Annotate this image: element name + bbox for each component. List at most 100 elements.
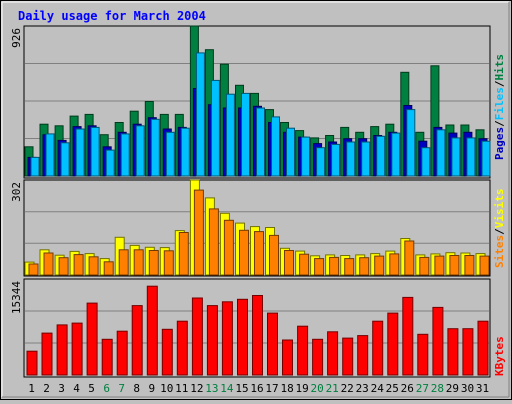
x-tick-label: 24 bbox=[371, 382, 385, 395]
files-bar bbox=[316, 147, 326, 177]
legend-visits-sites: Sites/Visits bbox=[493, 189, 506, 269]
ymax-label-kbytes: 15344 bbox=[10, 281, 23, 314]
sites-bar bbox=[269, 234, 279, 276]
x-tick-label: 13 bbox=[205, 382, 218, 395]
files-bar bbox=[331, 143, 341, 177]
x-tick-label: 15 bbox=[235, 382, 248, 395]
kbytes-bar bbox=[71, 322, 83, 376]
sites-bar bbox=[133, 249, 144, 276]
x-tick-label: 17 bbox=[265, 382, 278, 395]
x-tick-label: 12 bbox=[190, 382, 203, 395]
legend-separator: / bbox=[493, 228, 506, 235]
files-bar bbox=[105, 149, 115, 177]
sites-bar bbox=[299, 253, 310, 276]
legend-pages: Pages bbox=[493, 127, 506, 160]
sites-bar bbox=[479, 255, 490, 276]
sites-bar bbox=[389, 253, 400, 276]
kbytes-bar bbox=[267, 312, 278, 376]
files-bar bbox=[210, 79, 220, 177]
sites-bar bbox=[208, 208, 219, 276]
files-bar bbox=[180, 127, 190, 177]
kbytes-bar bbox=[161, 328, 173, 376]
x-tick-label: 11 bbox=[175, 382, 188, 395]
panel-visits-sites bbox=[23, 179, 491, 277]
files-bar bbox=[481, 140, 491, 177]
sites-bar bbox=[28, 263, 39, 276]
legend-separator: / bbox=[493, 120, 506, 127]
legend-separator: / bbox=[493, 80, 506, 87]
files-bar bbox=[90, 126, 100, 177]
kbytes-bar bbox=[477, 320, 489, 376]
sites-bar bbox=[314, 258, 325, 276]
legend-hits-files-pages: Pages/Files/Hits bbox=[493, 54, 506, 160]
kbytes-bar bbox=[206, 305, 218, 376]
kbytes-bar bbox=[312, 338, 324, 376]
sites-bar bbox=[148, 250, 159, 276]
kbytes-bar bbox=[101, 338, 113, 376]
panel-visits-bars bbox=[24, 179, 490, 276]
legend-kbytes: KBytes bbox=[493, 336, 506, 376]
kbytes-bar bbox=[402, 296, 414, 376]
x-tick-label: 14 bbox=[220, 382, 234, 395]
sites-bar bbox=[254, 231, 264, 276]
files-bar bbox=[60, 142, 70, 177]
sites-bar bbox=[419, 256, 430, 276]
kbytes-bar bbox=[86, 302, 98, 376]
legend-visits: Visits bbox=[493, 189, 506, 229]
legend-kbytes: KBytes bbox=[493, 336, 506, 376]
legend-files: Files bbox=[493, 87, 506, 120]
x-tick-label: 28 bbox=[431, 382, 444, 395]
x-tick-label: 8 bbox=[133, 382, 140, 395]
kbytes-bar bbox=[176, 320, 188, 376]
files-bar bbox=[135, 125, 145, 177]
x-tick-label: 16 bbox=[250, 382, 263, 395]
files-bar bbox=[466, 137, 476, 177]
kbytes-bar bbox=[342, 337, 354, 376]
x-tick-label: 29 bbox=[446, 382, 459, 395]
x-tick-label: 3 bbox=[58, 382, 65, 395]
panel-kbytes bbox=[23, 278, 491, 378]
x-tick-label: 5 bbox=[88, 382, 95, 395]
files-bar bbox=[241, 92, 250, 177]
x-axis-day-labels: 1 2 3 4 5 6 7 8 9 10 11 12 13 14 15 16 17 18 19 20 21 22 23 24 2… bbox=[28, 382, 489, 395]
sites-bar bbox=[449, 255, 460, 276]
files-bar bbox=[45, 133, 55, 177]
ymax-label-visits: 302 bbox=[10, 182, 23, 202]
files-bar bbox=[391, 132, 401, 177]
sites-bar bbox=[284, 250, 294, 276]
kbytes-bar bbox=[357, 335, 369, 376]
files-bar bbox=[436, 129, 446, 177]
sites-bar bbox=[118, 249, 129, 276]
legend-text: Sites/Visits bbox=[493, 189, 506, 269]
sites-bar bbox=[374, 255, 385, 276]
kbytes-bar bbox=[282, 339, 293, 376]
kbytes-bar bbox=[131, 305, 143, 376]
kbytes-bar bbox=[432, 306, 444, 376]
sites-bar bbox=[434, 255, 445, 276]
x-tick-label: 18 bbox=[280, 382, 293, 395]
sites-bar bbox=[88, 256, 99, 276]
sites-bar bbox=[223, 219, 234, 276]
sites-bar bbox=[239, 229, 249, 276]
kbytes-bar bbox=[252, 295, 263, 376]
panel-hits-bars bbox=[24, 25, 491, 177]
kbytes-bar bbox=[387, 312, 399, 376]
files-bar bbox=[120, 133, 130, 177]
sites-bar bbox=[178, 232, 189, 276]
files-bar bbox=[451, 137, 461, 177]
files-bar bbox=[301, 136, 311, 177]
x-tick-label: 27 bbox=[416, 382, 429, 395]
sites-bar bbox=[359, 257, 370, 276]
files-bar bbox=[421, 147, 431, 177]
x-tick-label: 19 bbox=[295, 382, 308, 395]
legend-sites: Sites bbox=[493, 235, 506, 268]
files-bar bbox=[225, 93, 235, 177]
ymax-label-hits: 926 bbox=[10, 28, 23, 48]
kbytes-bar bbox=[146, 285, 158, 376]
files-bar bbox=[361, 141, 371, 177]
legend-text: Pages/Files/Hits bbox=[493, 54, 506, 160]
kbytes-bar bbox=[447, 328, 459, 376]
x-tick-label: 10 bbox=[160, 382, 173, 395]
kbytes-bar bbox=[41, 332, 53, 376]
legend-text: KBytes bbox=[493, 336, 506, 376]
